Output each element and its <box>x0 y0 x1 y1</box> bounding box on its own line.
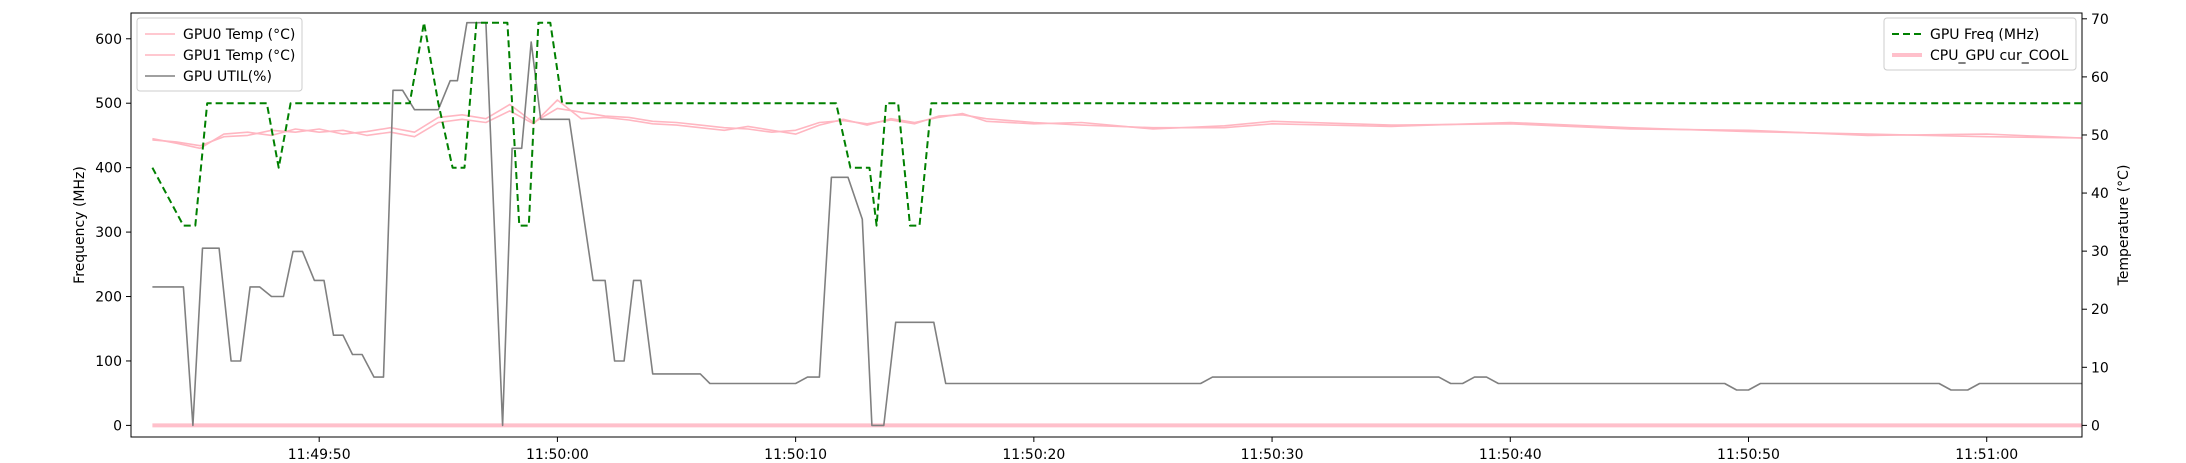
legend-label: CPU_GPU cur_COOL <box>1930 48 2069 64</box>
y-right-tick-label: 60 <box>2091 70 2109 86</box>
y-right-tick-label: 70 <box>2091 12 2109 28</box>
plot-frame <box>130 12 2083 438</box>
y-left-tick-label: 200 <box>95 290 122 306</box>
legend-label: GPU0 Temp (°C) <box>183 27 295 43</box>
y-axis-left-title: Frequency (MHz) <box>72 166 88 284</box>
x-tick-label: 11:50:30 <box>1241 447 1304 463</box>
x-axis: 11:49:50 11:50:00 11:50:10 11:50:20 11:50:30… <box>288 437 2018 463</box>
x-tick-label: 11:50:50 <box>1717 447 1780 463</box>
legend-right: GPU Freq (MHz) CPU_GPU cur_COOL <box>1883 17 2077 71</box>
series-line-1 <box>152 99 2083 150</box>
y-right-tick-label: 20 <box>2091 302 2109 318</box>
x-tick-label: 11:50:40 <box>1479 447 1542 463</box>
x-tick-label: 11:50:20 <box>1002 447 1065 463</box>
y-right-tick-label: 50 <box>2091 128 2109 144</box>
y-right-tick-label: 0 <box>2091 418 2100 434</box>
series-line-3 <box>151 21 2082 227</box>
plot-background <box>131 13 2082 437</box>
y-axis-right: 0 10 20 30 40 50 60 70 <box>2082 12 2109 434</box>
series-line-2 <box>152 21 2082 427</box>
y-right-tick-label: 10 <box>2091 360 2109 376</box>
y-left-tick-label: 400 <box>95 161 122 177</box>
x-tick-label: 11:50:00 <box>526 447 589 463</box>
legend-label: GPU Freq (MHz) <box>1930 27 2039 43</box>
y-axis-left: 0 100 200 300 400 500 600 <box>95 32 131 434</box>
legend-left: GPU0 Temp (°C) GPU1 Temp (°C) GPU UTIL(%) <box>136 17 303 92</box>
y-right-tick-label: 40 <box>2091 186 2109 202</box>
y-left-tick-label: 500 <box>95 96 122 112</box>
y-right-tick-label: 30 <box>2091 244 2109 260</box>
series-line-0 <box>152 103 2083 147</box>
x-tick-label: 11:50:10 <box>764 447 827 463</box>
series-layer <box>151 21 2083 428</box>
y-left-tick-label: 0 <box>113 418 122 434</box>
legend-label: GPU UTIL(%) <box>183 69 272 85</box>
x-tick-label: 11:51:00 <box>1955 447 2018 463</box>
y-axis-right-title: Temperature (°C) <box>2116 165 2132 287</box>
y-left-tick-label: 300 <box>95 225 122 241</box>
legend-box <box>136 17 303 92</box>
legend-label: GPU1 Temp (°C) <box>183 48 295 64</box>
x-tick-label: 11:49:50 <box>288 447 351 463</box>
y-left-tick-label: 100 <box>95 354 122 370</box>
legend-box <box>1883 17 2077 71</box>
y-left-tick-label: 600 <box>95 32 122 48</box>
